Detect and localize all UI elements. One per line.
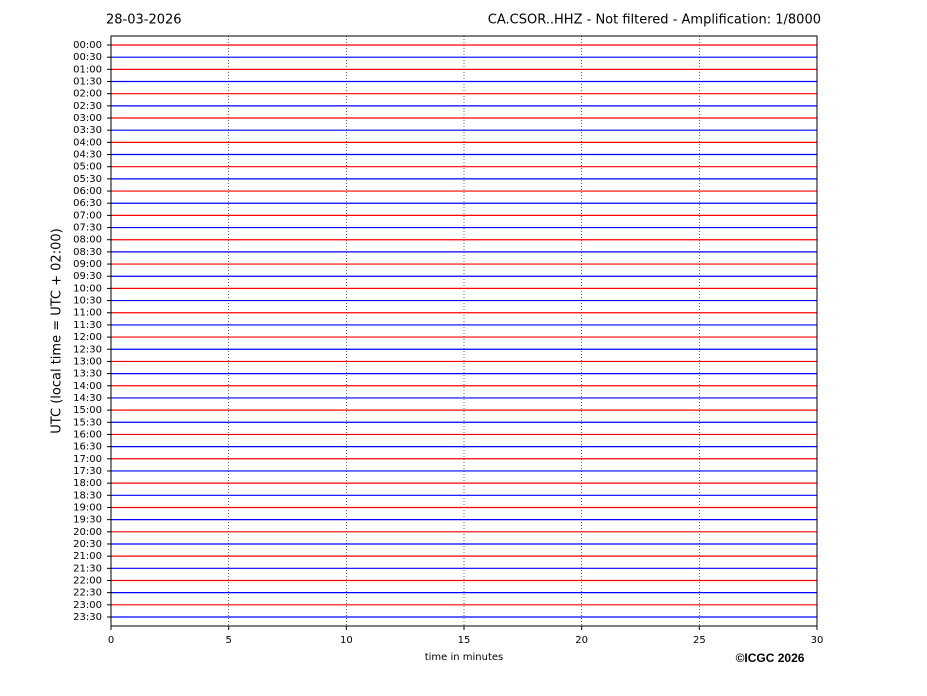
y-tick-label: 19:00 [73, 502, 102, 513]
y-tick-label: 03:30 [73, 125, 102, 136]
y-tick-label: 22:30 [73, 588, 102, 599]
y-tick-label: 18:00 [73, 478, 102, 489]
y-tick-label: 14:00 [73, 381, 102, 392]
y-tick-label: 09:30 [73, 271, 102, 282]
y-tick-label: 01:00 [73, 64, 102, 75]
x-tick-label: 0 [108, 635, 114, 646]
y-tick-label: 09:00 [73, 259, 102, 270]
x-tick-label: 5 [225, 635, 231, 646]
y-tick-label: 05:30 [73, 174, 102, 185]
y-tick-label: 13:30 [73, 369, 102, 380]
y-tick-label: 23:30 [73, 612, 102, 623]
y-tick-label: 00:00 [73, 40, 102, 51]
plot-frame [110, 35, 818, 627]
y-tick-label: 02:00 [73, 89, 102, 100]
x-tick-label: 25 [693, 635, 706, 646]
y-tick-label: 01:30 [73, 77, 102, 88]
y-axis-label: UTC (local time = UTC + 02:00) [50, 228, 65, 433]
y-tick-label: 14:30 [73, 393, 102, 404]
y-tick-label: 00:30 [73, 52, 102, 63]
y-tick-label: 15:30 [73, 417, 102, 428]
y-tick-label: 17:00 [73, 454, 102, 465]
y-tick-label: 07:00 [73, 210, 102, 221]
y-tick-label: 16:00 [73, 429, 102, 440]
x-tick-label: 30 [811, 635, 824, 646]
y-tick-label: 18:30 [73, 490, 102, 501]
y-tick-label: 06:30 [73, 198, 102, 209]
y-tick-label: 15:00 [73, 405, 102, 416]
y-tick-label: 16:30 [73, 442, 102, 453]
x-tick-label: 10 [340, 635, 353, 646]
y-tick-label: 02:30 [73, 101, 102, 112]
y-tick-label: 21:30 [73, 563, 102, 574]
y-tick-label: 13:00 [73, 356, 102, 367]
y-tick-label: 22:00 [73, 575, 102, 586]
y-tick-label: 08:00 [73, 235, 102, 246]
y-tick-label: 07:30 [73, 223, 102, 234]
y-tick-label: 19:30 [73, 515, 102, 526]
y-tick-label: 21:00 [73, 551, 102, 562]
y-tick-label: 06:00 [73, 186, 102, 197]
y-tick-label: 20:30 [73, 539, 102, 550]
y-tick-label: 03:00 [73, 113, 102, 124]
y-tick-label: 10:30 [73, 296, 102, 307]
y-tick-label: 04:30 [73, 150, 102, 161]
y-tick-label: 12:30 [73, 344, 102, 355]
y-tick-label: 04:00 [73, 137, 102, 148]
date: 28-03-2026 [106, 13, 182, 28]
y-tick-label: 17:30 [73, 466, 102, 477]
credit: ©ICGC 2026 [736, 651, 805, 665]
x-tick-label: 20 [575, 635, 588, 646]
y-tick-label: 05:00 [73, 162, 102, 173]
x-axis-label: time in minutes [425, 652, 504, 663]
x-tick-label: 15 [458, 635, 471, 646]
y-tick-label: 11:30 [73, 320, 102, 331]
y-tick-label: 10:00 [73, 283, 102, 294]
chart-title: CA.CSOR..HHZ - Not filtered - Amplificat… [488, 13, 821, 28]
y-tick-label: 08:30 [73, 247, 102, 258]
y-tick-label: 20:00 [73, 527, 102, 538]
y-tick-label: 11:00 [73, 308, 102, 319]
y-tick-label: 12:00 [73, 332, 102, 343]
y-tick-label: 23:00 [73, 600, 102, 611]
